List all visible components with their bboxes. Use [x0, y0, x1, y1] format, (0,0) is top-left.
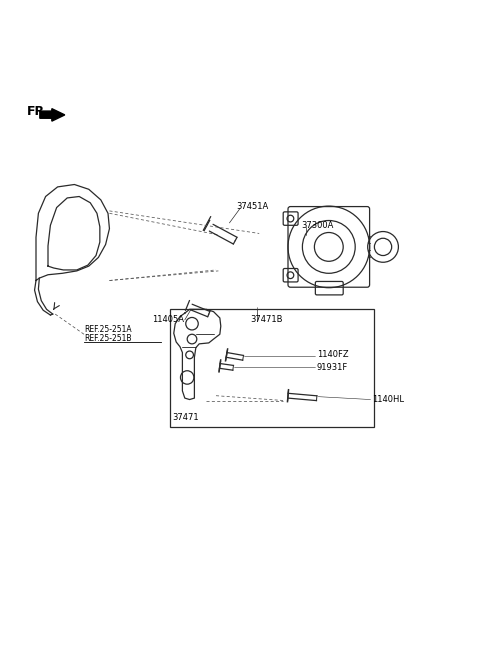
Text: 1140HL: 1140HL: [372, 395, 404, 404]
Text: FR.: FR.: [26, 105, 49, 118]
Text: 37471: 37471: [172, 413, 198, 422]
Text: 91931F: 91931F: [317, 363, 348, 373]
Text: REF.25-251B: REF.25-251B: [84, 334, 132, 343]
Bar: [170, 309, 374, 427]
Text: 37300A: 37300A: [301, 221, 334, 230]
Text: 37471B: 37471B: [251, 315, 283, 325]
Text: 1140FZ: 1140FZ: [317, 350, 348, 359]
Polygon shape: [40, 108, 65, 121]
Text: 11405A: 11405A: [152, 315, 184, 325]
Text: 37451A: 37451A: [237, 202, 269, 211]
Text: REF.25-251A: REF.25-251A: [84, 325, 132, 334]
